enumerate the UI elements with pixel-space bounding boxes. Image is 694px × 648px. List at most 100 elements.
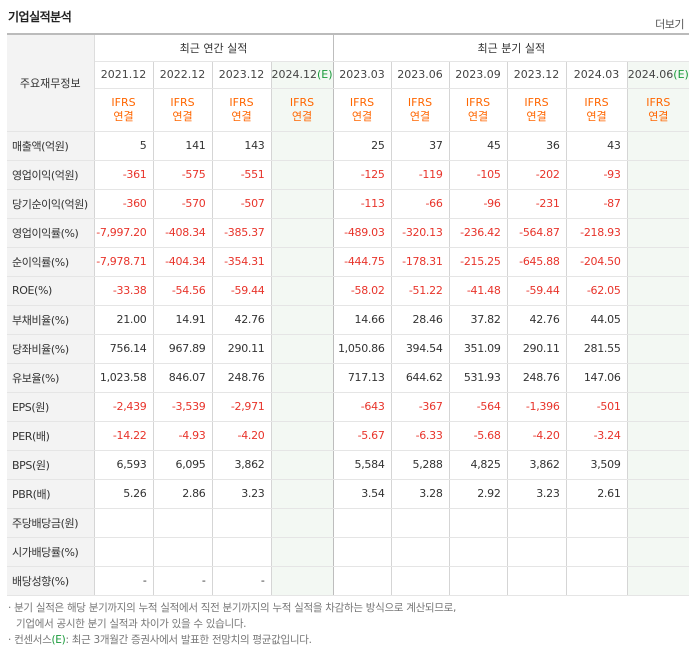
table-cell xyxy=(270,334,334,364)
ifrs-header: IFRS 연결 xyxy=(152,88,212,132)
table-cell: 5 xyxy=(93,130,153,161)
table-row: 당기순이익(억원) -360 -570 -507 -113 -66 -96 -231 -87 xyxy=(7,189,690,219)
table-cell: -51.22 xyxy=(390,276,450,306)
table-row: PBR(배) 5.26 2.86 3.23 3.54 3.28 2.92 3.23 2.61 xyxy=(7,479,690,509)
period-header: 2024.06(E) xyxy=(626,61,690,89)
table-cell: -236.42 xyxy=(448,217,508,248)
table-cell: 248.76 xyxy=(506,363,567,393)
table-cell xyxy=(270,276,334,306)
table-cell: -1,396 xyxy=(506,391,567,422)
table-cell: 1,050.86 xyxy=(332,334,392,364)
table-cell: 281.55 xyxy=(565,334,628,364)
ifrs-standard-label: IFRS xyxy=(349,95,375,109)
table-cell xyxy=(270,507,334,538)
table-cell: -570 xyxy=(152,189,212,219)
ifrs-standard-label: IFRS xyxy=(646,95,671,109)
table-cell: 846.07 xyxy=(152,363,212,393)
period-label: 2023.09 xyxy=(455,68,501,81)
table-cell xyxy=(152,507,212,538)
table-row: BPS(원) 6,593 6,095 3,862 5,584 5,288 4,825 3,86… xyxy=(7,450,690,480)
row-label: BPS(원) xyxy=(7,450,94,480)
table-cell: 147.06 xyxy=(565,363,628,393)
table-cell: -218.93 xyxy=(565,217,628,248)
table-cell: -645.88 xyxy=(506,247,567,277)
table-cell: -501 xyxy=(565,391,628,422)
period-header: 2023.12 xyxy=(211,61,271,89)
table-cell: 37 xyxy=(390,130,450,161)
table-cell xyxy=(448,566,508,596)
table-row: 배당성향(%) - - - xyxy=(7,566,690,596)
table-cell: -62.05 xyxy=(565,276,628,306)
table-cell: -361 xyxy=(93,160,153,190)
table-cell xyxy=(626,507,690,538)
more-link[interactable]: 더보기 xyxy=(655,18,684,31)
consolidated-label: 연결 xyxy=(467,109,489,123)
ifrs-standard-label: IFRS xyxy=(524,95,549,109)
table-cell: 45 xyxy=(448,130,508,161)
ifrs-header: IFRS 연결 xyxy=(626,88,690,132)
table-cell: -320.13 xyxy=(390,217,450,248)
table-row: 영업이익(억원) -361 -575 -551 -125 -119 -105 -202 -93 xyxy=(7,160,690,190)
ifrs-standard-label: IFRS xyxy=(229,95,254,109)
ifrs-header: IFRS 연결 xyxy=(565,88,628,132)
ifrs-header: IFRS 연결 xyxy=(332,88,392,132)
ifrs-header: IFRS 연결 xyxy=(93,88,153,132)
ifrs-header-row: IFRS 연결 IFRS 연결 IFRS 연결 IFRS 연결 IFRS 연결 IFRS 연결 IFRS… xyxy=(7,88,690,132)
financial-summary-table: 주요재무정보 최근 연간 실적 최근 분기 실적 2021.12 2022.12 2… xyxy=(7,33,690,596)
table-cell: 3.23 xyxy=(211,479,271,509)
table-cell: 5.26 xyxy=(93,479,153,509)
footnote-2: · 컨센서스(E): 최근 3개월간 증권사에서 발표한 전망치의 평균값입니다… xyxy=(8,632,688,648)
table-cell xyxy=(626,421,690,451)
table-cell xyxy=(626,217,690,248)
table-cell xyxy=(626,450,690,480)
table-cell xyxy=(626,334,690,364)
table-cell xyxy=(93,507,153,538)
row-header-label: 주요재무정보 xyxy=(7,33,95,132)
table-cell: -360 xyxy=(93,189,153,219)
ifrs-label: IFRS 연결 xyxy=(392,96,449,124)
row-label: 영업이익(억원) xyxy=(7,160,94,190)
table-cell: -2,971 xyxy=(211,391,271,422)
table-cell xyxy=(626,304,690,335)
section-title: 기업실적분석 xyxy=(8,10,72,24)
table-cell: 14.66 xyxy=(332,304,392,335)
table-cell: -4.20 xyxy=(506,421,567,451)
table-cell: 1,023.58 xyxy=(93,363,153,393)
table-cell xyxy=(332,507,392,538)
row-label: 순이익률(%) xyxy=(7,247,94,277)
table-cell: -6.33 xyxy=(390,421,450,451)
ifrs-label: IFRS 연결 xyxy=(508,96,566,124)
table-cell xyxy=(506,537,567,567)
table-cell: -408.34 xyxy=(152,217,212,248)
ifrs-label: IFRS 연결 xyxy=(95,96,153,124)
consolidated-label: 연결 xyxy=(291,109,313,123)
period-header: 2023.03 xyxy=(332,61,392,89)
table-cell: 42.76 xyxy=(211,304,271,335)
table-cell: 3.23 xyxy=(506,479,567,509)
row-label: 당기순이익(억원) xyxy=(7,189,94,219)
table-cell: 37.82 xyxy=(448,304,508,335)
table-cell: 6,593 xyxy=(93,450,153,480)
table-cell: 2.61 xyxy=(565,479,628,509)
consolidated-label: 연결 xyxy=(113,109,134,123)
table-cell xyxy=(506,507,567,538)
table-cell: -204.50 xyxy=(565,247,628,277)
table-cell: 3.28 xyxy=(390,479,450,509)
table-row: 매출액(억원) 5 141 143 25 37 45 36 43 xyxy=(7,130,690,161)
row-label: 영업이익률(%) xyxy=(7,217,94,248)
table-cell: 394.54 xyxy=(390,334,450,364)
row-label: ROE(%) xyxy=(7,276,94,306)
table-cell xyxy=(270,421,334,451)
table-cell: -5.68 xyxy=(448,421,508,451)
table-cell: - xyxy=(93,566,153,596)
table-cell: -404.34 xyxy=(152,247,212,277)
period-label: 2024.12 xyxy=(271,68,317,81)
ifrs-label: IFRS 연결 xyxy=(628,95,689,124)
table-cell: -87 xyxy=(565,189,628,219)
table-cell: -202 xyxy=(506,160,567,190)
table-cell xyxy=(270,566,334,596)
table-cell xyxy=(270,479,334,509)
table-cell xyxy=(270,537,334,567)
table-cell: -59.44 xyxy=(211,276,271,306)
period-label: 2023.06 xyxy=(397,68,443,81)
